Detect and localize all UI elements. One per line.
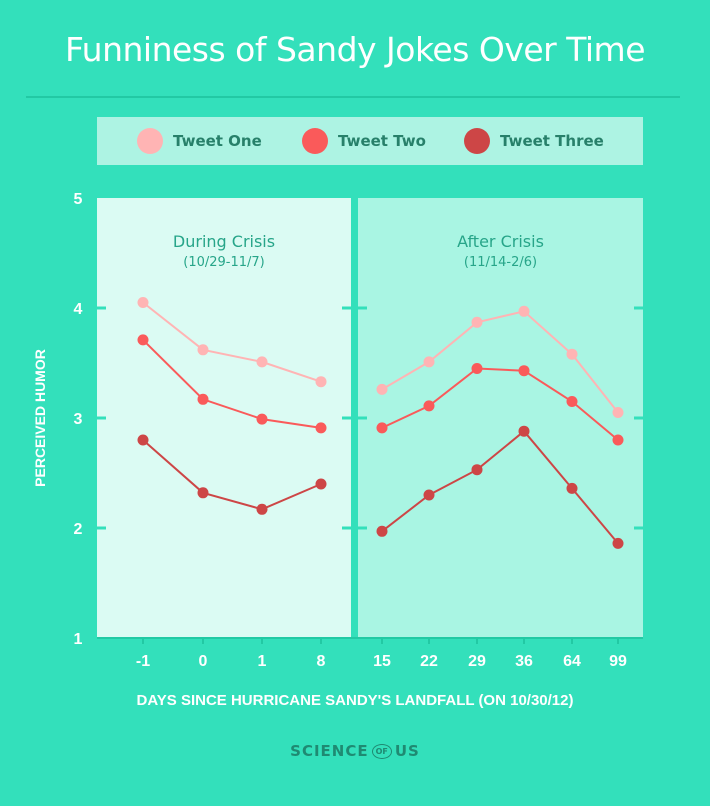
series-line-tweet-two	[381, 367, 619, 441]
x-tick-label: 29	[468, 653, 486, 670]
legend-label-tweet-one: Tweet One	[173, 132, 262, 150]
data-point-tweet-one	[423, 356, 435, 368]
series-line-tweet-three	[381, 429, 619, 545]
legend-swatch-tweet-three	[464, 128, 490, 154]
x-tick-label: 36	[515, 653, 533, 670]
data-point-tweet-two	[612, 434, 624, 446]
x-tick-label: 8	[317, 653, 326, 670]
data-point-tweet-two	[566, 396, 578, 407]
title-divider	[26, 96, 680, 98]
x-tick-label: 22	[420, 653, 438, 670]
data-point-tweet-three	[518, 425, 530, 437]
x-tick-label: -1	[136, 653, 150, 670]
data-point-tweet-three	[315, 478, 327, 490]
panel-2-sublabel: (11/14-2/6)	[464, 255, 537, 270]
data-point-tweet-two	[197, 393, 209, 405]
data-point-tweet-three	[197, 487, 209, 499]
x-tick-label: 1	[258, 653, 267, 670]
x-tick-label: 0	[199, 653, 208, 670]
data-point-tweet-one	[471, 316, 483, 328]
x-tick-label: 64	[563, 653, 581, 670]
data-point-tweet-two	[518, 365, 530, 377]
x-tick-label: 15	[373, 653, 391, 670]
y-tick-label: 2	[74, 521, 83, 538]
panel-1-label: During Crisis	[173, 232, 275, 251]
x-tick-label: 99	[609, 653, 627, 670]
data-point-tweet-three	[423, 489, 435, 501]
panel-1-sublabel: (10/29-11/7)	[183, 255, 265, 270]
y-tick-label: 3	[74, 411, 83, 428]
data-point-tweet-one	[256, 356, 268, 368]
data-point-tweet-three	[256, 503, 268, 515]
legend-swatch-tweet-one	[137, 128, 163, 154]
legend-label-tweet-two: Tweet Two	[338, 132, 426, 150]
x-axis-label: DAYS SINCE HURRICANE SANDY'S LANDFALL (O…	[136, 692, 574, 709]
data-point-tweet-three	[566, 482, 578, 494]
chart-title: Funniness of Sandy Jokes Over Time	[65, 30, 646, 69]
data-point-tweet-two	[137, 334, 149, 346]
panel-2-label: After Crisis	[457, 232, 544, 251]
legend: Tweet One Tweet Two Tweet Three	[97, 117, 643, 165]
legend-item-tweet-two: Tweet Two	[302, 117, 426, 165]
panel-1-background	[97, 198, 351, 638]
data-point-tweet-three	[137, 434, 149, 446]
data-point-tweet-one	[376, 383, 388, 395]
data-point-tweet-two	[256, 413, 268, 425]
data-point-tweet-three	[376, 525, 388, 537]
series-line-tweet-three	[142, 439, 322, 511]
series-line-tweet-one	[381, 310, 619, 414]
y-axis-label: PERCEIVED HUMOR	[32, 349, 48, 487]
legend-label-tweet-three: Tweet Three	[500, 132, 604, 150]
legend-swatch-tweet-two	[302, 128, 328, 154]
science-of-us-logo: SCIENCE OF US	[290, 742, 420, 760]
data-point-tweet-three	[612, 537, 624, 549]
data-point-tweet-one	[518, 305, 530, 317]
legend-item-tweet-three: Tweet Three	[464, 117, 604, 165]
data-point-tweet-one	[566, 348, 578, 360]
data-point-tweet-two	[315, 422, 327, 434]
series-line-tweet-two	[142, 339, 322, 429]
data-point-tweet-one	[197, 344, 209, 356]
y-tick-label: 5	[74, 191, 83, 208]
data-point-tweet-two	[376, 422, 388, 434]
data-point-tweet-one	[612, 407, 624, 418]
series-line-tweet-one	[142, 301, 322, 383]
data-point-tweet-two	[471, 363, 483, 374]
y-tick-label: 4	[74, 301, 83, 318]
data-point-tweet-one	[137, 297, 149, 308]
data-point-tweet-two	[423, 400, 435, 412]
y-tick-label: 1	[74, 631, 83, 648]
data-point-tweet-three	[471, 464, 483, 476]
data-point-tweet-one	[315, 376, 327, 388]
legend-item-tweet-one: Tweet One	[137, 117, 262, 165]
